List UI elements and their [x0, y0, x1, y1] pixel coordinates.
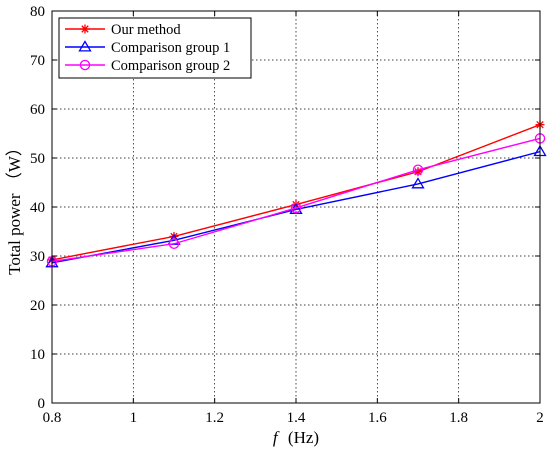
x-tick-label: 2 — [536, 410, 544, 426]
star-stroke — [81, 25, 89, 33]
y-axis-title: Total power （W） — [5, 139, 24, 275]
circle-marker — [290, 202, 302, 214]
series-line — [51, 137, 541, 263]
series-3 — [46, 133, 546, 267]
legend: Our method Comparison group 1 Comparison g… — [58, 17, 252, 79]
x-tick-label: 0.8 — [43, 410, 62, 426]
y-tick-label: 30 — [30, 249, 45, 265]
x-axis-unit: (Hz) — [288, 428, 319, 447]
legend-item: Comparison group 1 — [65, 40, 230, 56]
y-tick-label: 10 — [30, 347, 45, 363]
x-tick-label: 1.4 — [287, 410, 306, 426]
triangle-marker — [78, 40, 92, 52]
triangle-marker — [411, 177, 425, 189]
y-tick-label: 60 — [30, 102, 45, 118]
circle-marker — [79, 59, 91, 71]
series-line — [51, 150, 541, 264]
series-layer — [45, 120, 547, 268]
legend-item: Comparison group 2 — [65, 58, 230, 74]
y-tick-label: 70 — [30, 53, 45, 69]
legend-label: Comparison group 1 — [111, 40, 230, 56]
x-tick-label: 1.8 — [449, 410, 468, 426]
circle-marker — [168, 238, 180, 249]
x-tick-label: 1 — [130, 410, 138, 426]
x-axis-symbol: f — [273, 428, 280, 447]
star-marker — [80, 24, 90, 34]
legend-item: Our method — [65, 22, 181, 38]
y-tick-label: 80 — [30, 4, 45, 20]
y-tick-label: 40 — [30, 200, 45, 216]
x-tick-label: 1.6 — [368, 410, 387, 426]
y-tick-label: 0 — [38, 396, 46, 412]
legend-box — [58, 17, 252, 79]
legend-label: Our method — [111, 22, 181, 38]
legend-label: Comparison group 2 — [111, 58, 230, 74]
circle-marker — [412, 164, 424, 176]
y-tick-label: 20 — [30, 298, 45, 314]
y-tick-label: 50 — [30, 151, 45, 167]
x-tick-label: 1.2 — [205, 410, 224, 426]
x-axis-title: f (Hz) — [273, 428, 319, 447]
